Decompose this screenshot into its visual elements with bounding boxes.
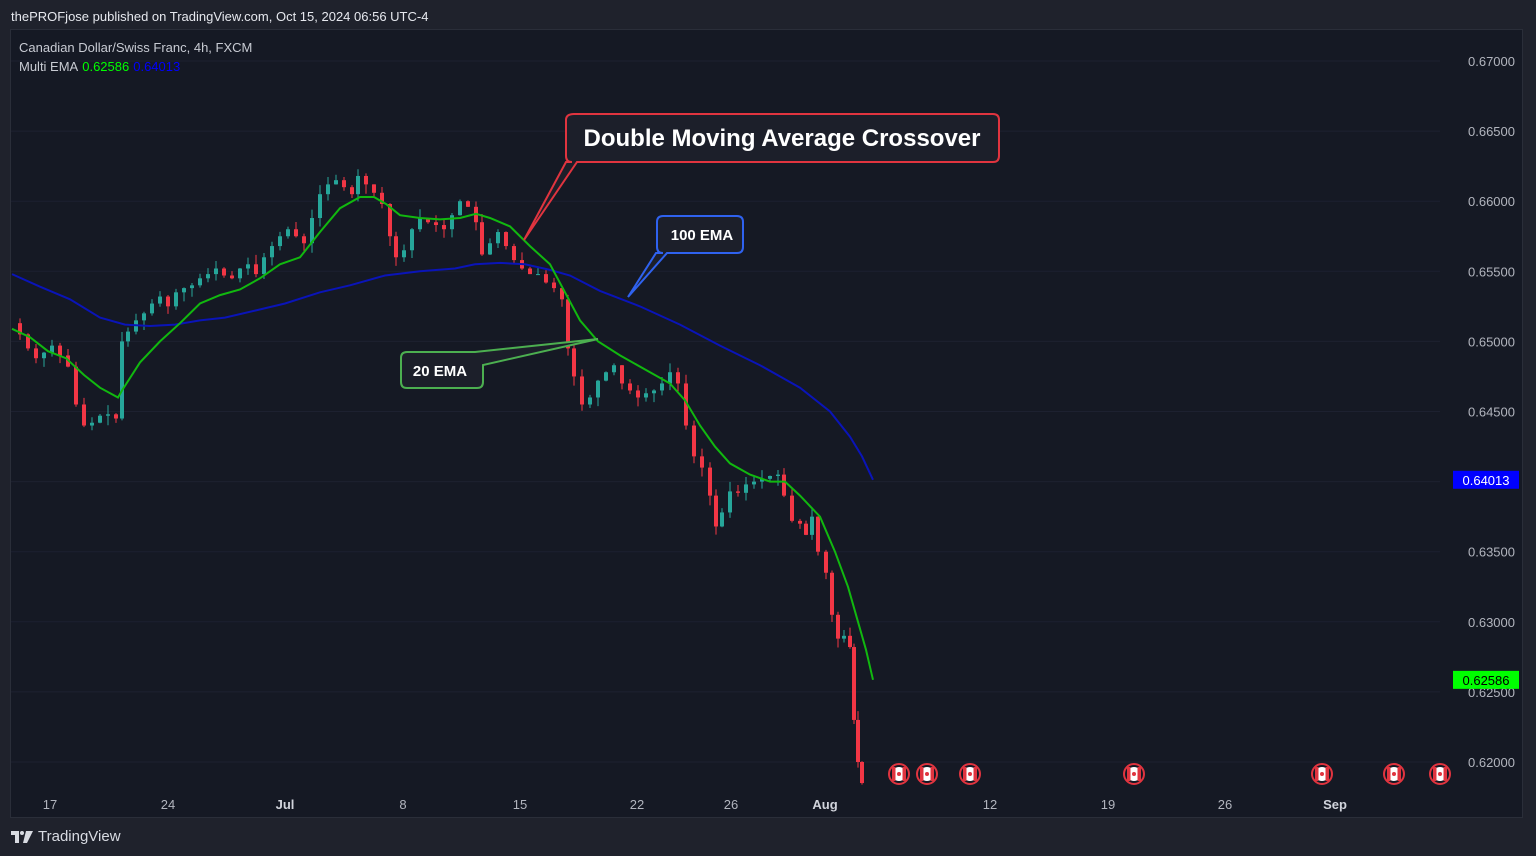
ema20-value: 0.62586	[82, 59, 130, 74]
callout-100ema-text: 100 EMA	[671, 227, 734, 244]
time-tick: 24	[161, 797, 175, 812]
canada-flag-icon[interactable]	[916, 763, 938, 785]
time-tick: 22	[630, 797, 644, 812]
time-tick: Jul	[276, 797, 295, 812]
canada-flag-icon[interactable]	[888, 763, 910, 785]
ema100-price-label-text: 0.64013	[1463, 473, 1510, 488]
time-tick: 26	[724, 797, 738, 812]
indicator-name: Multi EMA	[19, 59, 79, 74]
canada-flag-icon[interactable]	[1123, 763, 1145, 785]
indicator-legend[interactable]: Multi EMA 0.62586 0.64013	[19, 57, 252, 76]
price-tick: 0.66000	[1468, 194, 1515, 209]
time-tick: 12	[983, 797, 997, 812]
ema20-line	[11, 196, 874, 681]
time-tick: 8	[399, 797, 406, 812]
callout-20ema-text: 20 EMA	[413, 363, 467, 380]
canada-flag-icon[interactable]	[959, 763, 981, 785]
ema100-line	[11, 261, 874, 481]
ema100-value: 0.64013	[133, 59, 181, 74]
canada-flag-icon[interactable]	[1311, 763, 1333, 785]
price-tick: 0.63500	[1468, 545, 1515, 560]
price-tick: 0.63000	[1468, 615, 1515, 630]
price-tick: 0.65000	[1468, 334, 1515, 349]
candles	[18, 169, 864, 785]
ema20-price-label	[1453, 670, 1519, 689]
chart-pane[interactable]	[10, 29, 1523, 818]
time-tick: 15	[513, 797, 527, 812]
price-tick: 0.67000	[1468, 54, 1515, 69]
chart-legend[interactable]: Canadian Dollar/Swiss Franc, 4h, FXCM Mu…	[19, 38, 252, 76]
canada-flag-icon[interactable]	[1429, 763, 1451, 785]
economic-events[interactable]	[888, 763, 1451, 785]
price-tick: 0.62000	[1468, 755, 1515, 770]
time-tick: Sep	[1323, 797, 1347, 812]
price-grid	[11, 60, 1440, 763]
time-axis[interactable]: 17 24 Jul 8 15 22 26 Aug 12 19 26 Sep	[11, 788, 1440, 812]
ema100-price-label	[1453, 470, 1519, 489]
price-tick: 0.65500	[1468, 264, 1515, 279]
ema20-price-label-text: 0.62586	[1463, 673, 1510, 688]
tradingview-brand[interactable]: TradingView	[11, 828, 121, 845]
symbol-title[interactable]: Canadian Dollar/Swiss Franc, 4h, FXCM	[19, 40, 253, 55]
publisher-line: thePROFjose published on TradingView.com…	[11, 9, 429, 24]
price-axis-labels: 0.64013 0.62586	[1453, 470, 1519, 689]
price-tick: 0.66500	[1468, 124, 1515, 139]
callout-crossover-text: Double Moving Average Crossover	[584, 125, 981, 152]
price-tick: 0.64500	[1468, 405, 1515, 420]
canada-flag-icon[interactable]	[1383, 763, 1405, 785]
time-tick: 19	[1101, 797, 1115, 812]
tradingview-logo-icon	[11, 830, 33, 843]
price-axis[interactable]: 0.67000 0.66500 0.66000 0.65500 0.65000 0.645…	[1468, 54, 1515, 770]
time-tick: 17	[43, 797, 57, 812]
callout-20ema[interactable]: 20 EMA	[400, 338, 599, 389]
time-tick: Aug	[812, 797, 837, 812]
callout-crossover[interactable]: Double Moving Average Crossover	[523, 113, 1000, 241]
time-tick: 26	[1218, 797, 1232, 812]
brand-name: TradingView	[38, 828, 121, 845]
callout-100ema[interactable]: 100 EMA	[627, 215, 744, 298]
